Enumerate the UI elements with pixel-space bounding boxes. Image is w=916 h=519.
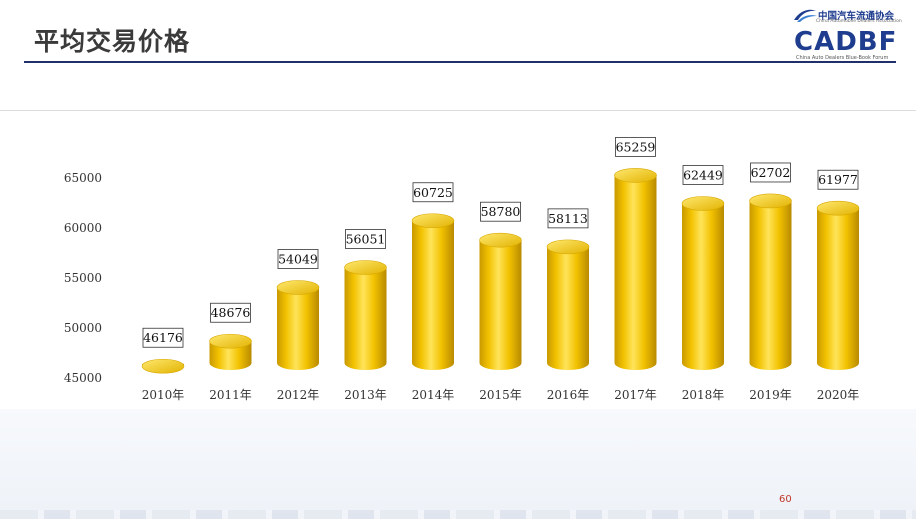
logo-chinese-name: 中国汽车流通协会 bbox=[818, 11, 895, 22]
data-label: 56051 bbox=[345, 229, 386, 249]
y-tick-label: 60000 bbox=[64, 221, 102, 235]
data-label: 60725 bbox=[412, 182, 454, 203]
bar bbox=[411, 213, 455, 370]
data-label-text: 62449 bbox=[683, 168, 723, 183]
cadbf-logo: 中国汽车流通协会 China Automobile Dealers Associ… bbox=[788, 4, 904, 61]
bar-top bbox=[614, 168, 657, 183]
bar-body bbox=[817, 208, 859, 370]
bar-top bbox=[479, 232, 522, 248]
bar-body bbox=[614, 175, 657, 370]
data-label-text: 56051 bbox=[346, 231, 386, 246]
bar-top bbox=[546, 239, 590, 255]
footer-stripe bbox=[0, 510, 916, 519]
data-label-box bbox=[547, 208, 589, 229]
footer-band bbox=[0, 409, 916, 519]
bar-top bbox=[749, 193, 792, 209]
x-axis: 2010年 2011年 2012年 2013年 2014年 2015年 2016年 2017年… bbox=[142, 388, 860, 402]
bar bbox=[479, 232, 522, 370]
bar-body bbox=[749, 200, 792, 370]
data-label: 61977 bbox=[817, 169, 859, 190]
data-labels: 46176 48676 54049 56051 60725 58780 58113 65259… bbox=[142, 137, 859, 348]
bar-body bbox=[547, 246, 589, 370]
bar-body bbox=[412, 220, 454, 370]
bar bbox=[546, 239, 590, 370]
x-tick-label: 2012年 bbox=[277, 388, 320, 402]
bar-body bbox=[277, 287, 319, 370]
x-tick-label: 2011年 bbox=[209, 388, 252, 402]
data-label-box bbox=[615, 137, 656, 157]
bar-top bbox=[681, 196, 725, 211]
title-underline bbox=[24, 61, 896, 63]
data-label-text: 48676 bbox=[211, 305, 251, 320]
data-label: 48676 bbox=[210, 302, 251, 323]
x-tick-label: 2018年 bbox=[682, 388, 725, 402]
data-label: 58780 bbox=[480, 201, 521, 222]
y-tick-label: 55000 bbox=[64, 271, 102, 285]
bar bbox=[209, 333, 252, 370]
bar-top bbox=[209, 333, 252, 349]
data-label-box bbox=[817, 169, 859, 190]
logo-subtitle: China Auto Dealers Blue-Book Forum bbox=[796, 55, 889, 61]
bar bbox=[344, 260, 387, 370]
x-tick-label: 2019年 bbox=[749, 388, 792, 402]
data-label-box bbox=[277, 249, 319, 269]
data-label: 58113 bbox=[547, 208, 589, 229]
data-label-text: 54049 bbox=[278, 252, 318, 267]
x-tick-label: 2020年 bbox=[817, 388, 860, 402]
data-label: 65259 bbox=[615, 137, 656, 157]
x-tick-label: 2016年 bbox=[547, 388, 590, 402]
bar-body bbox=[682, 203, 724, 370]
data-label-text: 61977 bbox=[818, 172, 858, 187]
data-label-box bbox=[142, 327, 184, 348]
logo-mark: CADBF bbox=[794, 27, 898, 57]
data-label-text: 62702 bbox=[751, 165, 791, 180]
bar-body bbox=[209, 341, 252, 370]
bar-top bbox=[816, 200, 860, 216]
x-tick-label: 2017年 bbox=[614, 388, 657, 402]
data-label-box bbox=[750, 162, 791, 183]
data-label-box bbox=[480, 201, 521, 222]
y-tick-label: 65000 bbox=[64, 171, 102, 185]
data-label-text: 60725 bbox=[413, 185, 453, 200]
y-axis: 45000 50000 55000 60000 65000 bbox=[64, 171, 102, 385]
logo-english-name: China Automobile Dealers Association bbox=[816, 19, 902, 24]
bars bbox=[141, 168, 860, 374]
data-label-box bbox=[682, 165, 724, 185]
y-tick-label: 45000 bbox=[64, 371, 102, 385]
data-label-text: 46176 bbox=[143, 330, 183, 345]
data-label-box bbox=[345, 229, 386, 249]
bar bbox=[141, 358, 185, 374]
bar-top bbox=[141, 358, 185, 374]
bar bbox=[614, 168, 657, 370]
data-label-text: 58780 bbox=[481, 204, 521, 219]
page-number: 60 bbox=[779, 494, 792, 505]
swoosh-icon bbox=[794, 9, 817, 22]
bar-top bbox=[344, 260, 387, 275]
page-title: 平均交易价格 bbox=[34, 27, 191, 56]
data-label: 62449 bbox=[682, 165, 724, 185]
data-label-box bbox=[412, 182, 454, 203]
data-label: 62702 bbox=[750, 162, 791, 183]
data-label-text: 65259 bbox=[616, 139, 656, 154]
x-tick-label: 2015年 bbox=[479, 388, 522, 402]
bar-body bbox=[479, 240, 522, 370]
x-tick-label: 2013年 bbox=[344, 388, 387, 402]
data-label-box bbox=[210, 302, 251, 323]
x-tick-label: 2010年 bbox=[142, 388, 185, 402]
bar-body bbox=[344, 267, 387, 370]
bar-top bbox=[411, 213, 455, 229]
y-tick-label: 50000 bbox=[64, 321, 102, 335]
bar bbox=[816, 200, 860, 370]
bar bbox=[749, 193, 792, 370]
data-label: 54049 bbox=[277, 249, 319, 269]
bar bbox=[681, 196, 725, 370]
data-label: 46176 bbox=[142, 327, 184, 348]
data-label-text: 58113 bbox=[548, 211, 588, 226]
bar-top bbox=[276, 280, 320, 295]
bar bbox=[276, 280, 320, 370]
x-tick-label: 2014年 bbox=[412, 388, 455, 402]
